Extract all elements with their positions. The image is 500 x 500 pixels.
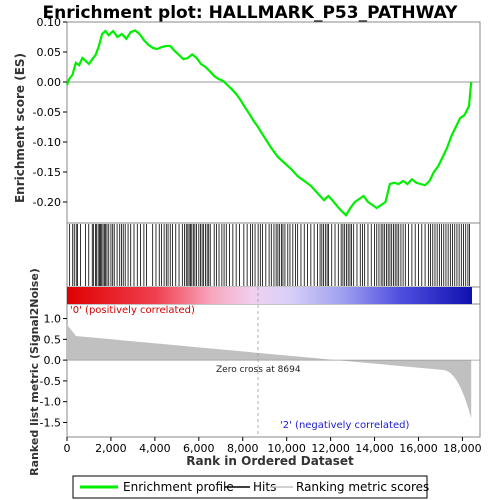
x-tick-label: 8,000 [227, 442, 259, 455]
x-tick-label: 12,000 [311, 442, 350, 455]
hits-panel [66, 222, 481, 288]
rank-colorbar [67, 287, 472, 304]
es-panel [66, 21, 481, 224]
legend-label-enrichment: Enrichment profile [123, 480, 234, 494]
metric-y-tick-label: -0.5 [40, 375, 61, 388]
es-y-tick-label: -0.15 [33, 166, 61, 179]
metric-y-axis-title: Ranked list metric (Signal2Noise) [28, 268, 41, 476]
es-y-tick-label: -0.10 [33, 136, 61, 149]
x-tick-label: 4,000 [139, 442, 171, 455]
legend-label-ranking: Ranking metric scores [296, 480, 429, 494]
metric-y-tick-label: -1.5 [40, 416, 61, 429]
x-tick-label: 0 [64, 442, 71, 455]
x-tick-label: 16,000 [399, 442, 438, 455]
metric-y-tick-label: 1.0 [44, 313, 62, 326]
es-y-tick-label: 0.05 [37, 46, 62, 59]
es-y-tick-label: 0.00 [37, 76, 62, 89]
metric-y-tick-label: -1.0 [40, 396, 61, 409]
x-tick-label: 14,000 [355, 442, 394, 455]
metric-y-tick-label: 0.0 [44, 354, 62, 367]
es-y-tick-label: -0.20 [33, 196, 61, 209]
legend-label-hits: Hits [253, 480, 276, 494]
positive-correlated-label: '0' (positively correlated) [70, 305, 195, 316]
enrichment-profile-line [65, 29, 473, 217]
x-tick-label: 18,000 [443, 442, 482, 455]
ranking-metric-area [67, 324, 472, 433]
negative-correlated-label: '2' (negatively correlated) [280, 420, 409, 431]
x-tick-label: 10,000 [267, 442, 306, 455]
x-tick-label: 6,000 [183, 442, 215, 455]
x-tick-label: 2,000 [95, 442, 127, 455]
es-y-tick-label: 0.10 [37, 16, 62, 29]
zero-cross-label: Zero cross at 8694 [216, 365, 301, 375]
x-axis-title: Rank in Ordered Dataset [186, 454, 354, 468]
chart-title: Enrichment plot: HALLMARK_P53_PATHWAY [43, 3, 459, 23]
metric-y-tick-label: 0.5 [44, 333, 62, 346]
es-y-tick-label: -0.05 [33, 106, 61, 119]
es-y-axis-title: Enrichment score (ES) [13, 53, 27, 203]
metric-panel [66, 303, 481, 438]
